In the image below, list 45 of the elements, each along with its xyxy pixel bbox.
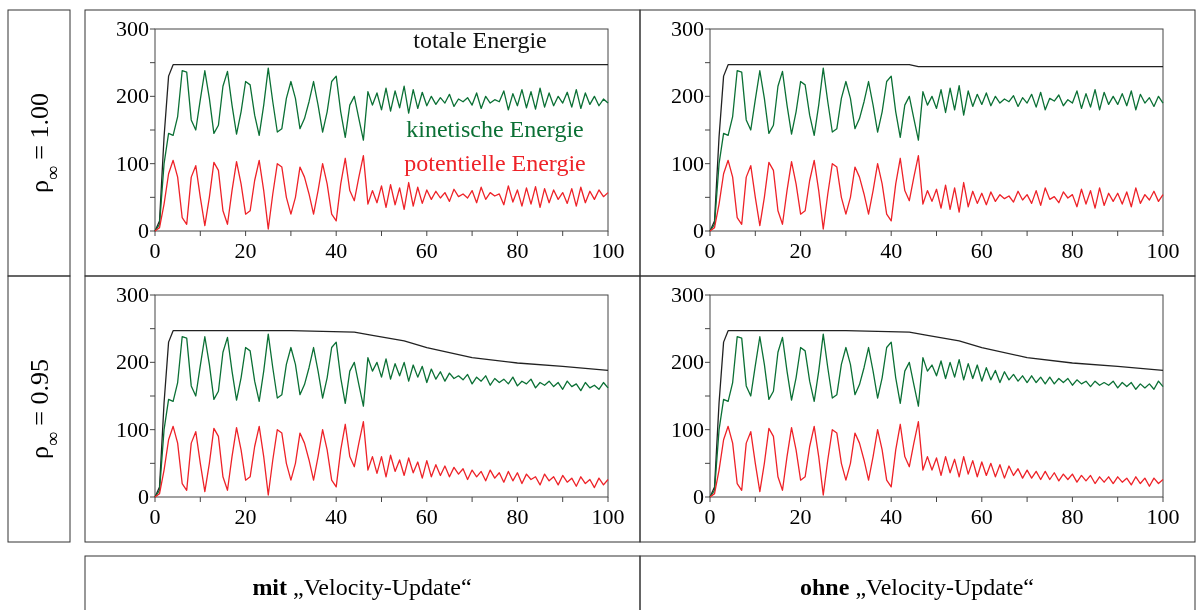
x-tick-label: 60: [970, 504, 993, 529]
y-tick-label: 200: [116, 349, 149, 375]
x-axis-title: ohne „Velocity-Update“: [800, 574, 1034, 600]
x-tick-label: 80: [1061, 238, 1084, 263]
y-tick-label: 300: [116, 282, 149, 307]
x-tick-label: 60: [415, 238, 438, 263]
y-tick-label: 0: [693, 484, 704, 509]
x-tick-label: 80: [506, 238, 529, 263]
y-tick-label: 0: [138, 484, 149, 509]
x-tick-label: 100: [591, 504, 625, 529]
x-tick-label: 40: [880, 238, 903, 263]
y-tick-label: 200: [116, 83, 149, 109]
x-tick-label: 60: [970, 238, 993, 263]
x-tick-label: 80: [506, 504, 529, 529]
series-label: potentielle Energie: [404, 150, 586, 176]
series-label: kinetische Energie: [406, 116, 584, 142]
line-series: [709, 420, 1164, 498]
series-label: totale Energie: [413, 27, 547, 53]
y-tick-label: 100: [671, 416, 704, 442]
y-tick-label: 300: [116, 16, 149, 41]
y-tick-label: 100: [116, 416, 149, 442]
y-tick-label: 100: [671, 150, 704, 176]
x-tick-label: 100: [1146, 504, 1180, 529]
x-tick-label: 20: [234, 238, 257, 263]
x-tick-label: 40: [325, 238, 348, 263]
line-series: [709, 154, 1164, 232]
y-tick-label: 300: [671, 16, 704, 41]
x-tick-label: 20: [789, 238, 812, 263]
y-tick-label: 100: [116, 150, 149, 176]
x-tick-label: 40: [880, 504, 903, 529]
x-tick-label: 80: [1061, 504, 1084, 529]
x-tick-label: 20: [789, 504, 812, 529]
y-tick-label: 200: [671, 83, 704, 109]
line-series: [154, 420, 609, 498]
x-axis-title: mit „Velocity-Update“: [252, 574, 472, 600]
x-tick-label: 100: [1146, 238, 1180, 263]
line-series: [154, 154, 609, 232]
y-tick-label: 0: [693, 218, 704, 243]
y-tick-label: 300: [671, 282, 704, 307]
x-tick-label: 20: [234, 504, 257, 529]
y-tick-label: 200: [671, 349, 704, 375]
x-tick-label: 100: [591, 238, 625, 263]
x-tick-label: 40: [325, 504, 348, 529]
x-tick-label: 60: [415, 504, 438, 529]
y-tick-label: 0: [138, 218, 149, 243]
